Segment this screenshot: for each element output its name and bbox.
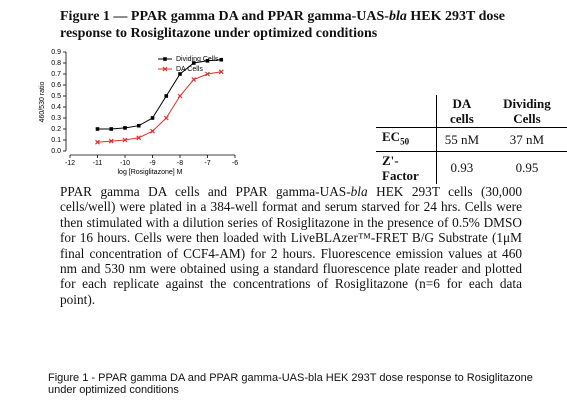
- y-tick-label: 0.7: [51, 71, 61, 78]
- x-tick-label: -12: [65, 160, 75, 167]
- body-text: PPAR gamma DA cells and PPAR gamma-UAS-b…: [60, 184, 522, 307]
- y-tick-label: 0.0: [51, 148, 61, 155]
- data-point: [205, 59, 210, 63]
- x-tick-label: -11: [93, 160, 103, 167]
- x-tick-label: -8: [177, 160, 183, 167]
- row-label-text: Z'-Factor: [382, 152, 419, 183]
- body-part: PPAR gamma DA cells and PPAR gamma-UAS-: [60, 184, 351, 199]
- x-tick-label: -7: [204, 160, 210, 167]
- data-point: [177, 93, 183, 99]
- title-part: bla: [388, 9, 407, 24]
- data-point: [218, 69, 224, 75]
- data-point: [150, 128, 155, 134]
- data-point: [95, 139, 100, 145]
- data-point: [191, 61, 196, 65]
- data-point: [205, 71, 210, 77]
- table-cell: 55 nM: [436, 127, 487, 152]
- data-point: [123, 126, 127, 130]
- legend-label: DA Cells: [176, 66, 203, 73]
- figure-title: Figure 1 — PPAR gamma DA and PPAR gamma-…: [60, 8, 520, 42]
- table-cell: 0.95: [515, 160, 539, 176]
- y-tick-label: 0.9: [51, 49, 61, 56]
- table-cell: 0.93: [450, 160, 474, 176]
- x-tick-label: -6: [232, 160, 238, 167]
- data-point: [150, 116, 155, 120]
- table-header: Dividing Cells: [486, 95, 567, 128]
- row-label-sub: 50: [400, 136, 410, 147]
- series-line: [97, 59, 222, 130]
- body-part: HEK 293T cells (30,000 cells/well) were …: [60, 184, 522, 307]
- legend-label: Dividing Cells: [176, 56, 219, 63]
- results-table: DA cells Dividing Cells EC50 55 nM 37 nM Z'…: [376, 95, 567, 184]
- data-point: [136, 135, 142, 141]
- y-tick-label: 0.2: [51, 126, 61, 133]
- data-point: [163, 115, 169, 121]
- title-part: HEK 293T dose response to Rosiglitazone …: [60, 9, 506, 41]
- caption: Figure 1 - PPAR gamma DA and PPAR gamma-…: [48, 372, 533, 396]
- data-point: [136, 123, 141, 128]
- row-label-text: EC: [382, 129, 401, 144]
- data-point: [122, 137, 128, 143]
- y-tick-label: 0.6: [51, 82, 61, 89]
- body-part: bla: [350, 184, 368, 199]
- data-point: [95, 127, 100, 131]
- x-tick-label: -10: [120, 160, 130, 167]
- title-part: Figure 1 — PPAR gamma DA and PPAR gamma-…: [60, 9, 389, 24]
- series-line: [97, 71, 222, 143]
- y-axis-label: 460/530 ratio: [39, 81, 46, 122]
- table-cell: 37 nM: [486, 127, 567, 152]
- data-point: [219, 57, 224, 62]
- y-tick-label: 0.8: [51, 60, 61, 67]
- data-point: [109, 127, 114, 131]
- data-point: [191, 77, 197, 82]
- chart: log [Rosiglitazone] M 460/530 ratio 0.0 0…: [39, 49, 238, 176]
- x-tick-label: -9: [149, 160, 155, 167]
- data-point: [178, 72, 182, 76]
- x-axis-label: log [Rosiglitazone] M: [118, 169, 183, 176]
- data-point: [164, 94, 169, 98]
- table-header: DA cells: [436, 95, 487, 128]
- legend-marker: [163, 57, 167, 61]
- data-point: [108, 138, 114, 144]
- row-label: Z'-Factor: [376, 151, 437, 184]
- row-label: EC50: [376, 127, 437, 152]
- y-tick-label: 0.5: [51, 93, 61, 100]
- y-tick-label: 0.4: [51, 104, 61, 111]
- y-tick-label: 0.1: [51, 137, 61, 144]
- legend-marker: [162, 66, 168, 72]
- y-tick-label: 0.3: [51, 115, 61, 122]
